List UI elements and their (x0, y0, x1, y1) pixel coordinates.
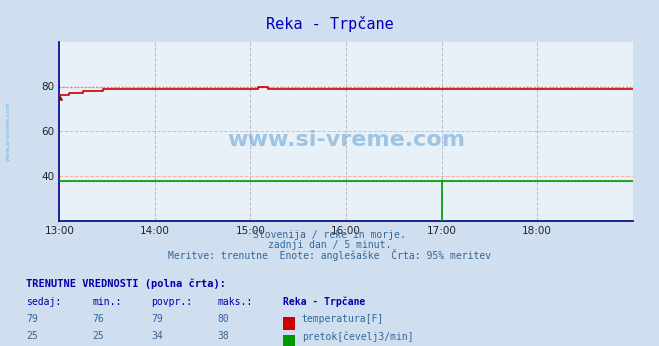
Text: 79: 79 (152, 314, 163, 324)
Text: Reka - Trpčane: Reka - Trpčane (283, 297, 366, 307)
Text: pretok[čevelj3/min]: pretok[čevelj3/min] (302, 331, 413, 342)
Text: www.si-vreme.com: www.si-vreme.com (227, 130, 465, 151)
Text: 79: 79 (26, 314, 38, 324)
Text: www.si-vreme.com: www.si-vreme.com (5, 102, 11, 161)
Text: zadnji dan / 5 minut.: zadnji dan / 5 minut. (268, 240, 391, 250)
Text: Meritve: trenutne  Enote: anglešaške  Črta: 95% meritev: Meritve: trenutne Enote: anglešaške Črta… (168, 249, 491, 262)
Text: Reka - Trpčane: Reka - Trpčane (266, 16, 393, 31)
Text: 25: 25 (92, 331, 104, 341)
Text: 38: 38 (217, 331, 229, 341)
Text: 25: 25 (26, 331, 38, 341)
Text: maks.:: maks.: (217, 297, 252, 307)
Text: 80: 80 (217, 314, 229, 324)
Text: TRENUTNE VREDNOSTI (polna črta):: TRENUTNE VREDNOSTI (polna črta): (26, 279, 226, 289)
Text: 76: 76 (92, 314, 104, 324)
Text: 34: 34 (152, 331, 163, 341)
Text: min.:: min.: (92, 297, 122, 307)
Text: temperatura[F]: temperatura[F] (302, 314, 384, 324)
Text: sedaj:: sedaj: (26, 297, 61, 307)
Text: povpr.:: povpr.: (152, 297, 192, 307)
Text: Slovenija / reke in morje.: Slovenija / reke in morje. (253, 230, 406, 240)
